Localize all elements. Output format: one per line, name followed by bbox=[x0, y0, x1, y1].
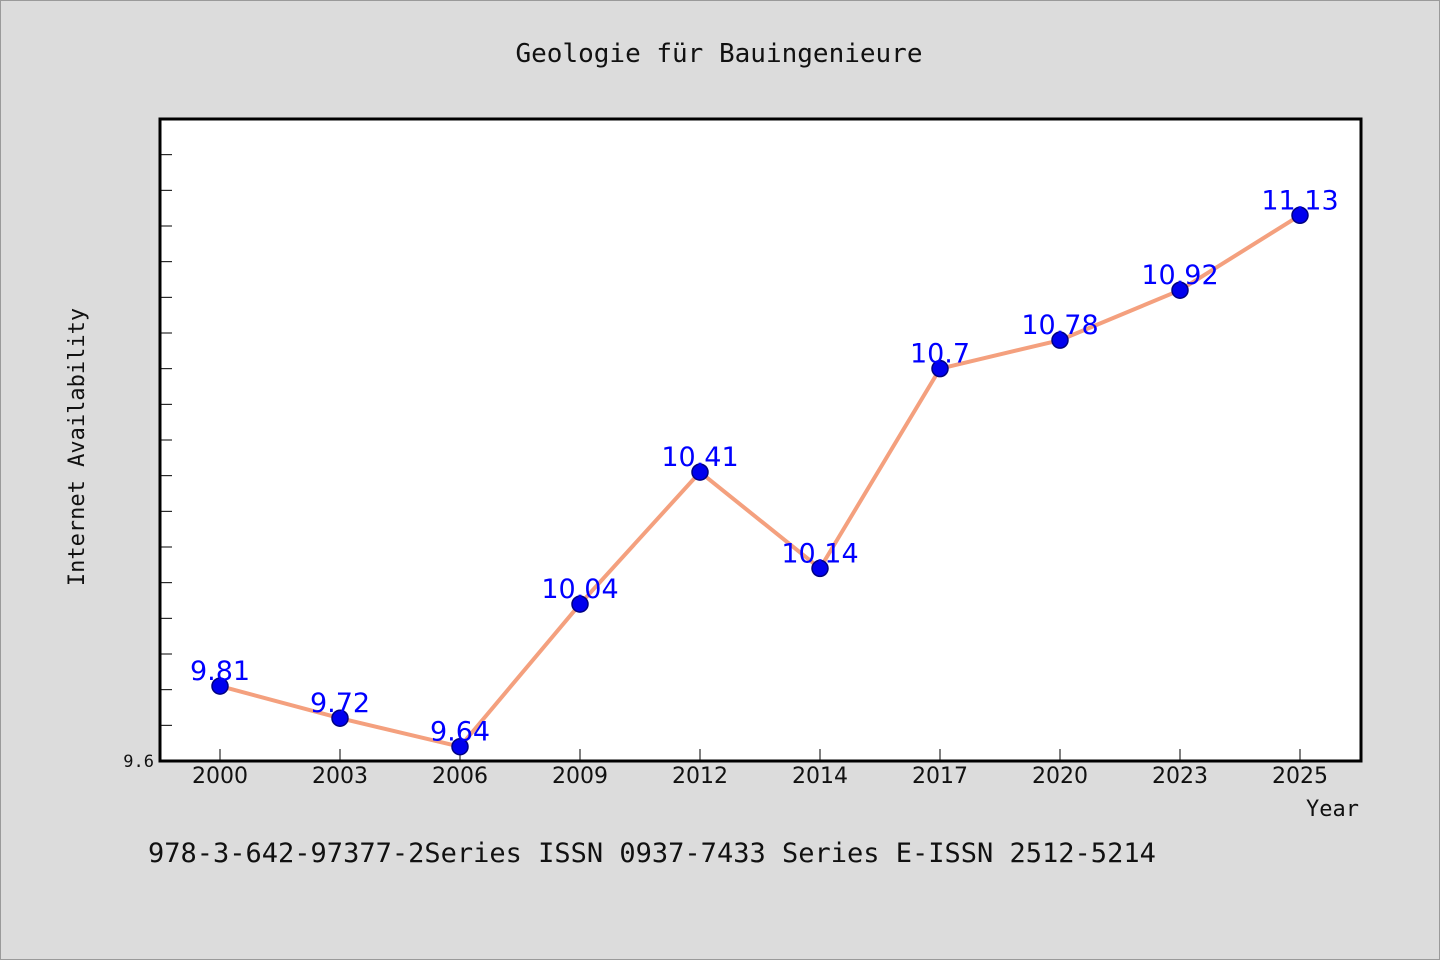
x-axis-label: Year bbox=[1306, 797, 1359, 822]
data-point bbox=[331, 709, 349, 727]
x-tick-label: 2017 bbox=[912, 764, 968, 789]
data-label: 10.92 bbox=[1141, 260, 1218, 291]
x-tick-label: 2020 bbox=[1032, 764, 1088, 789]
data-point bbox=[451, 737, 469, 756]
data-label: 9.81 bbox=[190, 656, 250, 687]
x-tick-label: 2014 bbox=[792, 764, 848, 789]
series-layer bbox=[211, 206, 1309, 756]
y-axis-ticks: 9.6 bbox=[123, 118, 172, 772]
data-label: 10.41 bbox=[661, 442, 738, 473]
x-axis-ticks: 2000 2003 2006 2009 2012 2014 2017 2020 2023 2025 bbox=[192, 749, 1328, 789]
data-point bbox=[1291, 206, 1309, 225]
data-label: 10.7 bbox=[910, 339, 970, 370]
series-line bbox=[218, 213, 1302, 749]
data-point bbox=[811, 559, 829, 578]
data-point bbox=[211, 677, 229, 695]
x-tick-label: 2003 bbox=[312, 764, 368, 789]
caption-text: 978-3-642-97377-2Series ISSN 0937-7433 S… bbox=[148, 838, 1156, 869]
y-axis-label: Internet Availability bbox=[65, 308, 90, 586]
data-label: 10.78 bbox=[1021, 310, 1098, 341]
data-labels-layer: 9.81 9.72 9.64 10.04 10.41 10.14 10.7 10.78 10.9… bbox=[190, 185, 1339, 747]
x-tick-label: 2000 bbox=[192, 764, 248, 789]
data-point bbox=[1171, 281, 1189, 299]
x-tick-label: 2025 bbox=[1272, 764, 1328, 789]
data-label: 10.04 bbox=[541, 574, 618, 605]
data-point bbox=[1051, 331, 1069, 349]
data-label: 10.14 bbox=[781, 538, 858, 569]
plot-area bbox=[158, 117, 1363, 763]
x-tick-label: 2009 bbox=[552, 764, 608, 789]
x-tick-label: 2006 bbox=[432, 764, 488, 789]
data-label: 11.13 bbox=[1261, 185, 1338, 216]
chart-title: Geologie für Bauingenieure bbox=[516, 39, 923, 69]
x-tick-label: 2012 bbox=[672, 764, 728, 789]
data-label: 9.64 bbox=[430, 717, 490, 748]
x-tick-label: 2023 bbox=[1152, 764, 1208, 789]
data-point bbox=[571, 595, 589, 613]
y-tick-label: 9.6 bbox=[123, 752, 154, 772]
data-point bbox=[931, 359, 949, 378]
data-point bbox=[691, 463, 709, 481]
data-label: 9.72 bbox=[310, 688, 370, 719]
